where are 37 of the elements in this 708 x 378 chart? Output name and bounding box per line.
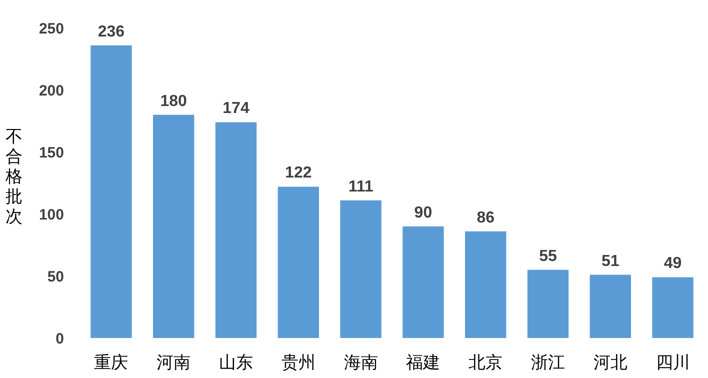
x-tick-label: 河北 <box>593 353 628 372</box>
bar <box>90 45 132 338</box>
data-label: 236 <box>98 23 125 40</box>
bar <box>590 274 631 338</box>
data-label: 86 <box>476 209 495 226</box>
x-tick-label: 北京 <box>468 353 503 372</box>
data-label: 90 <box>414 204 432 222</box>
bar <box>278 186 319 338</box>
bar <box>652 277 694 338</box>
data-label: 174 <box>222 100 250 118</box>
x-tick-label: 浙江 <box>531 353 565 372</box>
y-tick-label: 50 <box>47 268 64 286</box>
x-tick-label: 福建 <box>406 353 440 372</box>
x-tick-label: 海南 <box>344 353 378 372</box>
x-tick-label: 重庆 <box>94 353 128 372</box>
x-tick-label: 河南 <box>156 353 191 372</box>
bar <box>465 231 506 338</box>
y-tick-label: 0 <box>56 330 64 348</box>
bar <box>153 114 194 338</box>
y-tick-label: 200 <box>38 82 64 100</box>
bar <box>402 226 444 338</box>
y-tick-label: 250 <box>38 20 64 38</box>
y-tick-label: 150 <box>38 144 64 162</box>
data-label: 55 <box>539 248 557 265</box>
x-tick-label: 山东 <box>219 353 253 372</box>
y-tick-label: 100 <box>38 206 64 224</box>
x-tick-label: 贵州 <box>281 353 316 372</box>
y-axis-title: 不合格批次 <box>4 127 22 226</box>
data-label: 49 <box>664 255 682 272</box>
bar <box>215 122 257 338</box>
data-label: 51 <box>602 252 620 270</box>
data-label: 180 <box>160 92 188 110</box>
x-tick-label: 四川 <box>656 353 690 372</box>
bar <box>527 270 569 338</box>
bar <box>340 200 382 338</box>
data-label: 111 <box>348 178 374 196</box>
data-label: 122 <box>285 164 312 182</box>
